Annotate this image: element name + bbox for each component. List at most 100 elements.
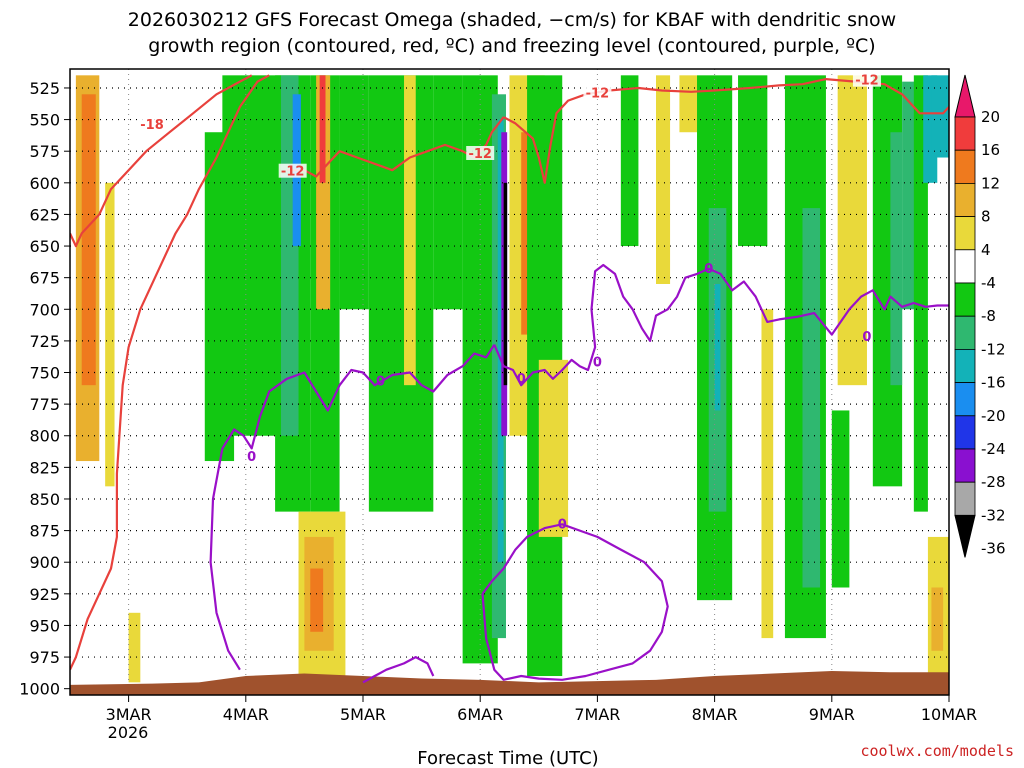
y-tick-label: 800 xyxy=(29,427,60,446)
omega-band xyxy=(902,81,917,310)
y-tick-label: 950 xyxy=(29,616,60,635)
omega-band xyxy=(433,75,463,310)
snow-growth-contour-line xyxy=(70,74,253,248)
freezing-level-contour-label: 0 xyxy=(517,372,526,387)
x-tick-label: 3MAR xyxy=(106,705,152,724)
x-tick-label: 9MAR xyxy=(809,705,855,724)
colorbar-segment xyxy=(954,382,976,417)
colorbar-segment xyxy=(954,249,976,284)
omega-band xyxy=(368,75,434,512)
x-tick-label: 4MAR xyxy=(223,705,269,724)
contour-labels: -18 -12 -12 -12 -12 0 0 0 0 0 0 0 xyxy=(138,72,881,532)
chart-title-line2: growth region (contoured, red, ºC) and f… xyxy=(148,35,875,57)
y-tick-label: 975 xyxy=(29,648,60,667)
omega-band xyxy=(761,309,774,639)
omega-band xyxy=(802,208,821,588)
x-tick-label: 6MAR xyxy=(457,705,503,724)
freezing-level-contour-label: 0 xyxy=(593,355,602,370)
snow-growth-contour-line xyxy=(70,74,270,671)
plot-frame xyxy=(69,68,950,696)
colorbar-segment xyxy=(954,481,976,516)
colorbar-segment xyxy=(954,415,976,450)
freezing-level-contour-line xyxy=(481,523,669,681)
omega-band xyxy=(105,182,115,487)
terrain-fill xyxy=(70,670,949,695)
colorbar-level-label: -32 xyxy=(981,506,1006,524)
omega-band xyxy=(81,94,96,386)
omega-band xyxy=(714,283,721,411)
y-axis: 525 550 575 600 625 650 675 700 725 750 775 800 825 8… xyxy=(19,79,70,699)
colorbar-level-label: -36 xyxy=(981,540,1006,558)
y-tick-label: 850 xyxy=(29,490,60,509)
omega-shading xyxy=(75,75,949,683)
snow-growth-contours xyxy=(70,74,949,671)
freezing-level-contour-line xyxy=(493,263,949,387)
y-tick-label: 625 xyxy=(29,205,60,224)
y-tick-label: 875 xyxy=(29,522,60,541)
colorbar-level-label: 20 xyxy=(981,108,1000,126)
freezing-level-contours xyxy=(209,263,949,684)
omega-band xyxy=(310,568,324,632)
colorbar: 20 16 12 8 4 -4 -8 -12 -16 -20 -24 -28 -32 -36 xyxy=(954,74,1006,558)
colorbar-level-label: 12 xyxy=(981,174,1000,192)
colorbar-level-label: -16 xyxy=(981,374,1006,392)
omega-band xyxy=(538,359,569,537)
freezing-level-contour-line xyxy=(362,656,435,684)
snow-growth-contour-label: -18 xyxy=(140,118,164,133)
colorbar-segment xyxy=(954,448,976,483)
y-tick-label: 775 xyxy=(29,395,60,414)
colorbar-level-label: -8 xyxy=(981,307,996,325)
y-tick-label: 825 xyxy=(29,458,60,477)
plot-area: -18 -12 -12 -12 -12 0 0 0 0 0 0 0 xyxy=(69,68,950,696)
y-tick-label: 600 xyxy=(29,174,60,193)
omega-band xyxy=(128,612,141,683)
x-tick-label: 10MAR xyxy=(921,705,977,724)
colorbar-segment xyxy=(954,149,976,184)
omega-band xyxy=(837,75,867,386)
contour-label-bg xyxy=(466,145,495,160)
x-axis-label: Forecast Time (UTC) xyxy=(417,748,598,768)
freezing-level-contour-line xyxy=(209,344,496,671)
contour-label-bg xyxy=(852,72,881,87)
credit-text: coolwx.com/models xyxy=(860,742,1014,760)
omega-band xyxy=(656,75,671,284)
colorbar-level-label: 8 xyxy=(981,208,991,226)
colorbar-segment xyxy=(954,116,976,151)
contour-label-bg xyxy=(138,116,167,131)
x-tick-label: 7MAR xyxy=(574,705,620,724)
colorbar-segment xyxy=(954,216,976,251)
freezing-level-contour-label: 0 xyxy=(247,450,256,465)
snow-growth-contour-line xyxy=(503,78,949,184)
freezing-level-contour-label: 0 xyxy=(558,517,567,532)
omega-band xyxy=(339,75,369,310)
y-tick-label: 575 xyxy=(29,142,60,161)
y-tick-label: 925 xyxy=(29,585,60,604)
snow-growth-contour-label: -12 xyxy=(468,147,492,162)
colorbar-level-label: -4 xyxy=(981,274,996,292)
freezing-level-contour-label: 0 xyxy=(376,374,385,389)
freezing-level-contour-label: 0 xyxy=(862,330,871,345)
y-tick-label: 750 xyxy=(29,364,60,383)
omega-band xyxy=(931,75,949,158)
colorbar-level-label: -24 xyxy=(981,440,1006,458)
snow-growth-contour-label: -12 xyxy=(281,165,305,180)
omega-band xyxy=(503,182,508,386)
colorbar-level-label: -28 xyxy=(981,473,1006,491)
omega-band xyxy=(319,75,326,183)
omega-band xyxy=(831,410,850,588)
omega-band xyxy=(890,132,903,386)
colorbar-segment xyxy=(954,282,976,317)
freezing-level-contour-label: 0 xyxy=(704,262,713,277)
colorbar-level-label: -12 xyxy=(981,340,1006,358)
y-tick-label: 550 xyxy=(29,111,60,130)
y-tick-label: 1000 xyxy=(19,680,60,699)
snow-growth-contour-label: -12 xyxy=(586,86,610,101)
omega-band xyxy=(931,587,944,651)
snow-growth-contour-label: -12 xyxy=(855,74,879,89)
y-tick-label: 700 xyxy=(29,300,60,319)
omega-band xyxy=(738,75,768,247)
y-tick-label: 525 xyxy=(29,79,60,98)
colorbar-bottom-arrow xyxy=(954,514,976,558)
y-tick-label: 900 xyxy=(29,553,60,572)
colorbar-level-label: -20 xyxy=(981,407,1006,425)
